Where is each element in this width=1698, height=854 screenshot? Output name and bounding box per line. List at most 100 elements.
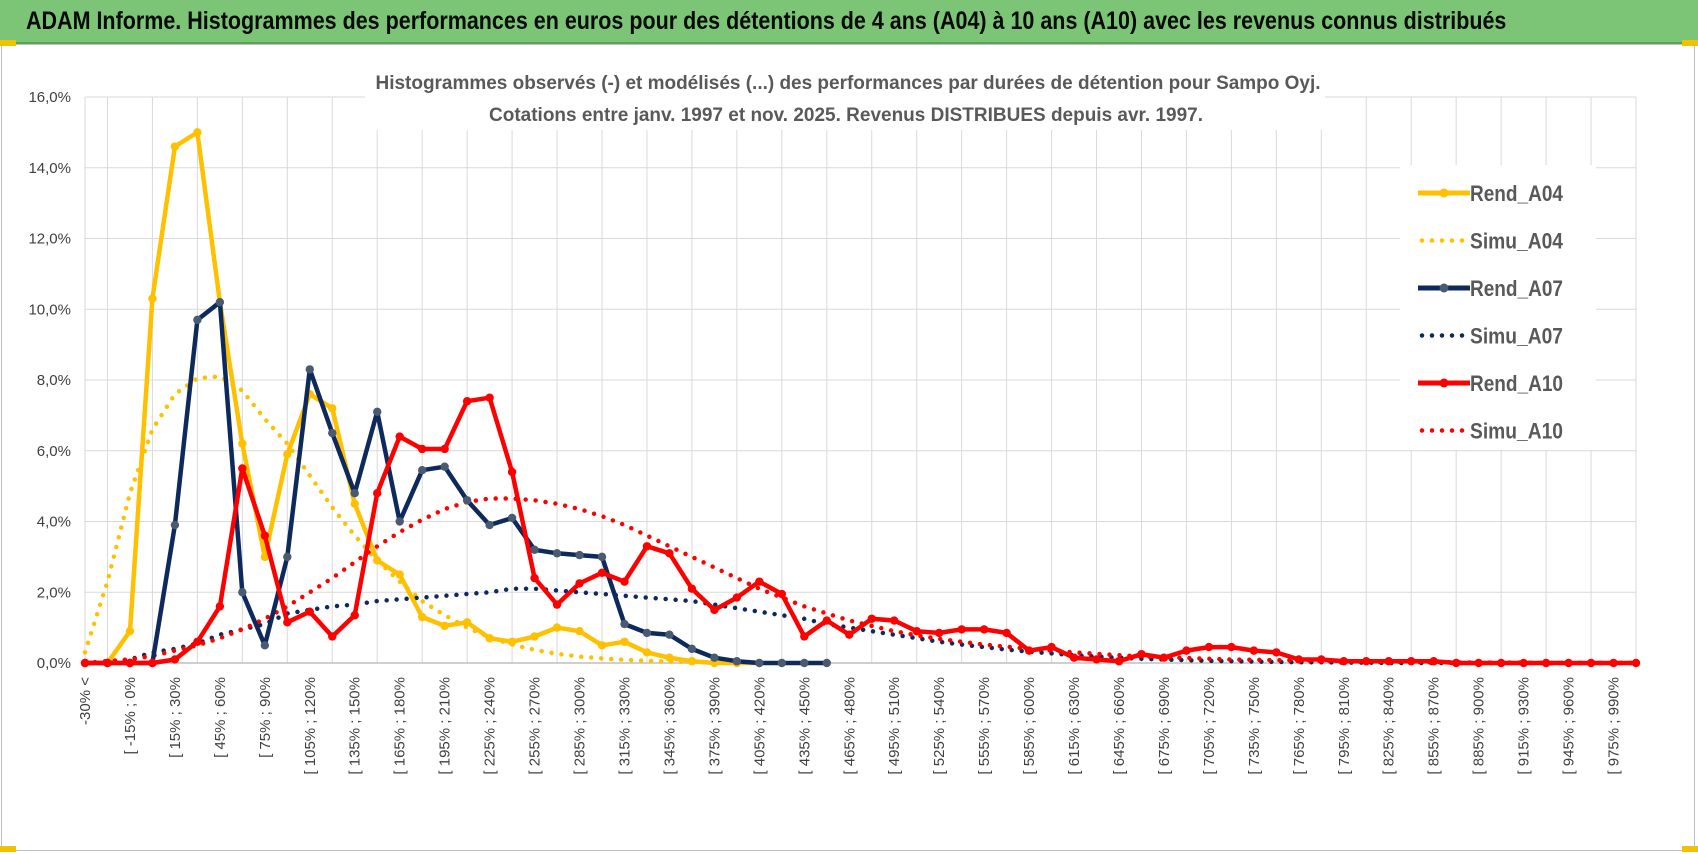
x-tick-label: [ -15% ; 0% <box>122 677 139 755</box>
data-point-rend-a10 <box>328 632 337 641</box>
y-tick-label: 10,0% <box>28 301 71 318</box>
data-point-rend-a07 <box>530 545 539 554</box>
legend-label-simu-a07: Simu_A07 <box>1470 324 1563 349</box>
data-point-rend-a10 <box>597 568 607 577</box>
series-line-rend-a10 <box>85 395 1636 666</box>
data-point-rend-a10 <box>1092 655 1101 664</box>
data-point-rend-a10 <box>1429 657 1438 666</box>
x-tick-label: [ 885% ; 900% <box>1471 677 1488 775</box>
data-point-rend-a10 <box>80 658 90 668</box>
data-point-rend-a10 <box>620 577 629 586</box>
data-point-rend-a10 <box>103 658 112 668</box>
legend-marker-rend-a07 <box>1439 283 1449 293</box>
data-point-rend-a04 <box>193 128 202 137</box>
data-point-rend-a07 <box>755 658 764 668</box>
data-point-rend-a10 <box>1362 657 1371 666</box>
data-point-rend-a10 <box>575 579 584 588</box>
data-point-rend-a10 <box>912 626 921 636</box>
data-point-rend-a04 <box>283 450 292 459</box>
data-point-rend-a10 <box>283 618 292 627</box>
x-tick-label: [ 525% ; 540% <box>931 677 948 775</box>
data-point-rend-a10 <box>979 625 989 634</box>
data-point-rend-a04 <box>485 634 494 643</box>
data-point-rend-a10 <box>1564 658 1573 668</box>
data-point-rend-a10 <box>1227 642 1236 652</box>
data-point-rend-a04 <box>597 641 607 650</box>
data-point-rend-a10 <box>1249 646 1259 655</box>
x-tick-label: [ 585% ; 600% <box>1021 677 1038 775</box>
data-point-rend-a07 <box>462 496 472 505</box>
x-tick-label: [ 555% ; 570% <box>976 677 993 775</box>
chart-frame <box>1 44 1695 851</box>
series-line-simu-a10 <box>82 496 1639 666</box>
data-point-rend-a10 <box>238 464 247 473</box>
legend-marker-rend-a04 <box>1439 188 1449 198</box>
corner-mark <box>1682 846 1698 852</box>
data-point-rend-a07 <box>328 428 337 438</box>
data-point-rend-a10 <box>350 611 359 620</box>
data-point-rend-a04 <box>395 570 404 579</box>
data-point-rend-a10 <box>890 616 899 625</box>
x-tick-label: [ 615% ; 630% <box>1066 677 1083 775</box>
x-tick-label: [ 75% ; 90% <box>257 677 274 758</box>
data-point-rend-a10 <box>732 593 742 602</box>
data-point-rend-a10 <box>193 637 202 646</box>
chart-subtitle: Cotations entre janv. 1997 et nov. 2025.… <box>489 105 1203 126</box>
y-tick-label: 0,0% <box>37 655 71 672</box>
x-tick-label: [ 825% ; 840% <box>1381 677 1398 775</box>
data-point-rend-a07 <box>373 407 382 417</box>
data-point-rend-a10 <box>552 600 562 609</box>
data-point-rend-a10 <box>125 658 135 668</box>
x-tick-label: [ 645% ; 660% <box>1111 677 1128 775</box>
data-point-rend-a10 <box>1204 642 1214 652</box>
data-point-rend-a10 <box>1137 649 1146 659</box>
x-tick-label: [ 315% ; 330% <box>616 677 633 775</box>
x-tick-label: [ 855% ; 870% <box>1426 677 1443 775</box>
x-tick-label: [ 255% ; 270% <box>527 677 544 775</box>
y-tick-label: 4,0% <box>37 514 71 531</box>
data-point-rend-a04 <box>462 618 472 627</box>
data-point-rend-a10 <box>642 542 652 551</box>
data-point-rend-a10 <box>1294 655 1304 664</box>
data-point-rend-a10 <box>485 393 494 402</box>
data-point-rend-a07 <box>440 462 449 471</box>
x-tick-label: [ 135% ; 150% <box>347 677 364 775</box>
data-point-rend-a07 <box>822 658 831 668</box>
data-point-rend-a04 <box>238 439 247 448</box>
x-tick-label: [ 975% ; 990% <box>1606 677 1623 775</box>
data-point-rend-a10 <box>1182 646 1191 655</box>
data-point-rend-a10 <box>1474 658 1483 668</box>
x-tick-label: [ 735% ; 750% <box>1246 677 1263 775</box>
data-point-rend-a10 <box>1339 657 1348 666</box>
data-point-rend-a04 <box>665 653 674 662</box>
data-point-rend-a10 <box>1272 648 1281 657</box>
legend-marker-rend-a10 <box>1439 378 1449 388</box>
data-point-rend-a10 <box>1002 628 1011 638</box>
data-point-rend-a10 <box>1159 653 1169 662</box>
data-point-rend-a10 <box>170 655 180 664</box>
x-tick-label: [ 765% ; 780% <box>1291 677 1308 775</box>
x-tick-label: [ 945% ; 960% <box>1561 677 1578 775</box>
data-point-rend-a10 <box>867 614 876 623</box>
series-line-simu-a04 <box>82 374 762 666</box>
y-tick-label: 6,0% <box>37 443 71 460</box>
data-point-rend-a10 <box>462 397 472 406</box>
data-point-rend-a10 <box>305 607 314 616</box>
data-point-rend-a07 <box>710 653 719 662</box>
data-point-rend-a10 <box>1609 658 1618 668</box>
x-tick-label: [ 105% ; 120% <box>302 677 319 775</box>
data-point-rend-a07 <box>687 644 697 654</box>
data-point-rend-a10 <box>1024 646 1034 655</box>
x-tick-label: [ 345% ; 360% <box>661 677 678 775</box>
report-title: ADAM Informe. Histogrammes des performan… <box>26 7 1507 35</box>
data-point-rend-a07 <box>507 513 517 523</box>
chart-title-background <box>365 64 1325 130</box>
x-tick-label: [ 15% ; 30% <box>167 677 184 758</box>
data-point-rend-a07 <box>350 489 359 498</box>
data-point-rend-a07 <box>620 619 629 629</box>
data-point-rend-a07 <box>665 630 674 639</box>
x-tick-label: [ 375% ; 390% <box>706 677 723 775</box>
data-point-rend-a10 <box>507 467 517 477</box>
data-point-rend-a04 <box>170 142 180 151</box>
